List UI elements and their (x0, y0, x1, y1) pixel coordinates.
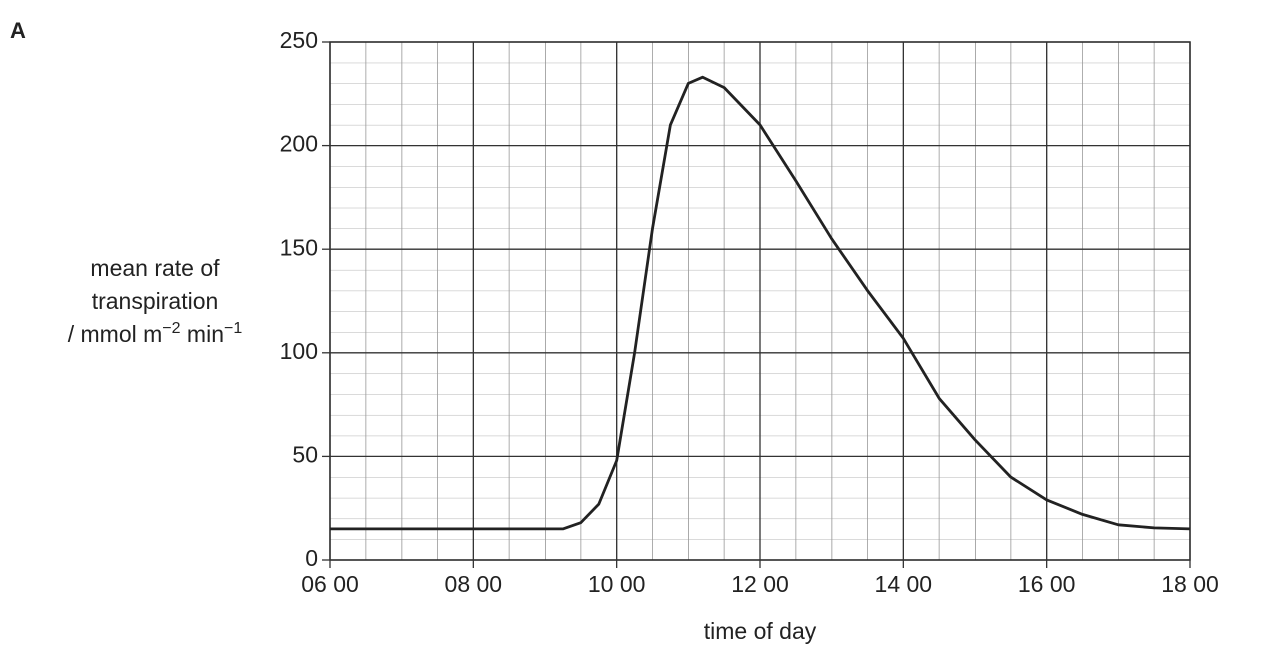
y-tick-label: 50 (292, 441, 318, 467)
y-tick-label: 250 (280, 27, 318, 53)
y-tick-label: 200 (280, 131, 318, 157)
x-tick-label: 06 00 (301, 571, 359, 597)
x-axis-label: time of day (704, 618, 817, 644)
panel-label: A (10, 18, 26, 43)
y-label-unit: / mmol m−2 min−1 (68, 320, 243, 347)
x-tick-label: 12 00 (731, 571, 789, 597)
line (330, 75, 1191, 531)
unit-text: min (181, 321, 224, 347)
y-label-line: transpiration (92, 288, 219, 314)
unit-exponent: −2 (162, 320, 180, 337)
y-tick-label: 0 (305, 545, 318, 571)
unit-text: / mmol m (68, 321, 163, 347)
y-tick-label: 100 (280, 338, 318, 364)
unit-exponent: −1 (224, 320, 242, 337)
x-tick-label: 10 00 (588, 571, 646, 597)
x-tick-label: 08 00 (445, 571, 503, 597)
x-tick-label: 18 00 (1161, 571, 1219, 597)
y-tick-label: 150 (280, 234, 318, 260)
x-tick-label: 16 00 (1018, 571, 1076, 597)
x-tick-label: 14 00 (875, 571, 933, 597)
y-label-line: mean rate of (90, 255, 220, 281)
y-axis-label: mean rate of transpiration / mmol m−2 min−… (68, 255, 243, 347)
